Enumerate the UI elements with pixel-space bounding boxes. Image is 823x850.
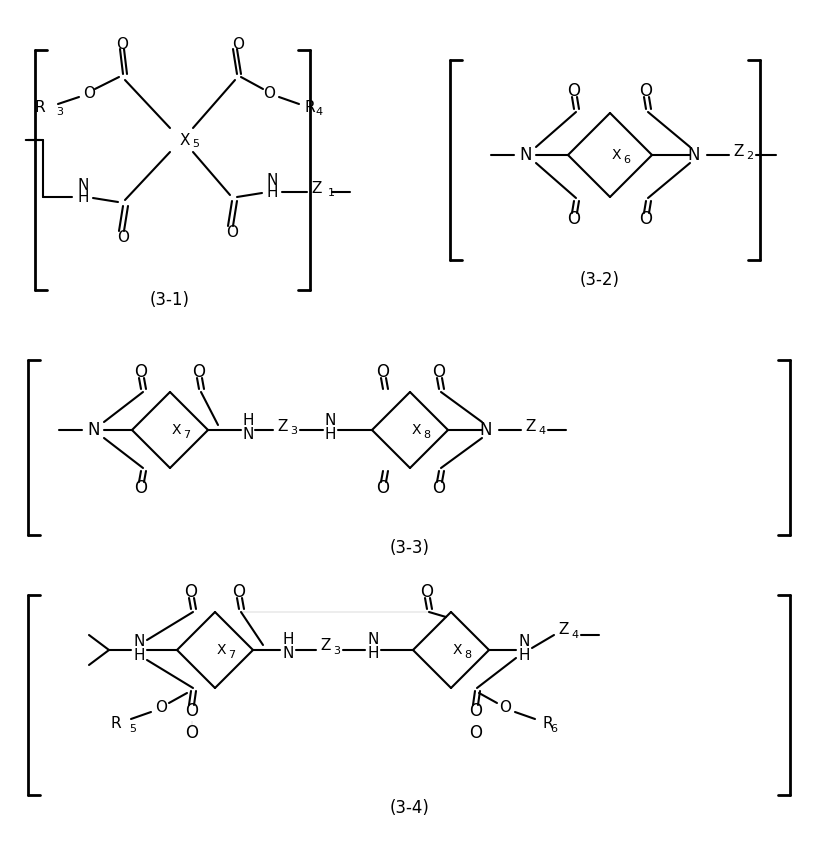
Text: 2: 2 bbox=[746, 151, 754, 161]
Text: (3-3): (3-3) bbox=[390, 539, 430, 557]
Text: H: H bbox=[518, 649, 530, 664]
Text: N: N bbox=[88, 421, 100, 439]
Text: N: N bbox=[282, 647, 294, 661]
Text: O: O bbox=[134, 363, 147, 381]
Text: O: O bbox=[117, 230, 129, 245]
Text: 8: 8 bbox=[464, 650, 471, 660]
Text: O: O bbox=[421, 583, 434, 601]
Text: Z: Z bbox=[312, 180, 322, 196]
Text: O: O bbox=[469, 702, 482, 720]
Text: O: O bbox=[232, 37, 244, 52]
Text: 7: 7 bbox=[183, 430, 190, 440]
Text: Z: Z bbox=[526, 418, 537, 434]
Text: X: X bbox=[453, 643, 463, 657]
Text: O: O bbox=[116, 37, 128, 52]
Text: N: N bbox=[77, 178, 89, 192]
Text: 3: 3 bbox=[56, 107, 63, 117]
Text: O: O bbox=[639, 82, 653, 100]
Text: O: O bbox=[433, 479, 445, 497]
Text: O: O bbox=[376, 363, 389, 381]
Text: N: N bbox=[688, 146, 700, 164]
Text: Z: Z bbox=[321, 638, 331, 654]
Text: Z: Z bbox=[559, 622, 570, 638]
Text: N: N bbox=[480, 421, 492, 439]
Text: R: R bbox=[305, 99, 316, 115]
Text: X: X bbox=[172, 423, 182, 437]
Text: O: O bbox=[185, 724, 198, 742]
Text: N: N bbox=[367, 632, 379, 648]
Text: 3: 3 bbox=[291, 426, 297, 436]
Text: 5: 5 bbox=[129, 724, 137, 734]
Text: Z: Z bbox=[734, 144, 744, 158]
Text: (3-1): (3-1) bbox=[150, 291, 190, 309]
Text: 1: 1 bbox=[328, 188, 335, 198]
Text: O: O bbox=[499, 700, 511, 716]
Text: N: N bbox=[324, 412, 336, 428]
Text: O: O bbox=[226, 224, 238, 240]
Text: H: H bbox=[324, 427, 336, 441]
Text: H: H bbox=[267, 184, 277, 200]
Text: X: X bbox=[180, 133, 190, 148]
Text: 4: 4 bbox=[571, 630, 579, 640]
Text: (3-2): (3-2) bbox=[580, 271, 620, 289]
Text: (3-4): (3-4) bbox=[390, 799, 430, 817]
Text: H: H bbox=[282, 632, 294, 648]
Text: H: H bbox=[242, 412, 253, 428]
Text: O: O bbox=[83, 86, 95, 100]
Text: H: H bbox=[133, 649, 145, 664]
Text: H: H bbox=[367, 647, 379, 661]
Text: O: O bbox=[155, 700, 167, 716]
Text: O: O bbox=[568, 82, 580, 100]
Text: 5: 5 bbox=[192, 139, 199, 149]
Text: O: O bbox=[134, 479, 147, 497]
Text: Z: Z bbox=[278, 418, 288, 434]
Text: 6: 6 bbox=[551, 724, 557, 734]
Text: N: N bbox=[133, 634, 145, 649]
Text: O: O bbox=[433, 363, 445, 381]
Text: 7: 7 bbox=[228, 650, 235, 660]
Text: O: O bbox=[639, 210, 653, 228]
Text: 4: 4 bbox=[315, 107, 322, 117]
Text: R: R bbox=[110, 717, 121, 732]
Text: X: X bbox=[412, 423, 421, 437]
Text: O: O bbox=[184, 583, 198, 601]
Text: N: N bbox=[518, 634, 530, 649]
Text: O: O bbox=[376, 479, 389, 497]
Text: 4: 4 bbox=[538, 426, 546, 436]
Text: O: O bbox=[193, 363, 206, 381]
Text: O: O bbox=[233, 583, 245, 601]
Text: 8: 8 bbox=[423, 430, 430, 440]
Text: R: R bbox=[35, 99, 45, 115]
Text: H: H bbox=[77, 190, 89, 205]
Text: N: N bbox=[520, 146, 532, 164]
Text: O: O bbox=[469, 724, 482, 742]
Text: X: X bbox=[217, 643, 226, 657]
Text: O: O bbox=[185, 702, 198, 720]
Text: 6: 6 bbox=[623, 155, 630, 165]
Text: N: N bbox=[267, 173, 277, 188]
Text: N: N bbox=[242, 427, 253, 441]
Text: O: O bbox=[263, 86, 275, 100]
Text: X: X bbox=[612, 148, 621, 162]
Text: R: R bbox=[543, 717, 554, 732]
Text: 3: 3 bbox=[333, 646, 341, 656]
Text: O: O bbox=[568, 210, 580, 228]
